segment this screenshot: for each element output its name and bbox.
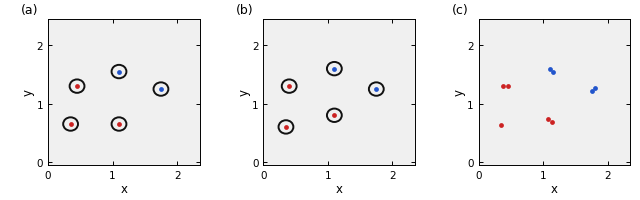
Point xyxy=(114,71,124,74)
Point xyxy=(545,68,555,71)
Point xyxy=(114,123,124,126)
Point xyxy=(496,124,506,127)
Point xyxy=(502,85,513,88)
Text: (b): (b) xyxy=(236,4,253,17)
Point xyxy=(590,87,600,91)
X-axis label: x: x xyxy=(120,183,127,195)
Text: (c): (c) xyxy=(451,4,468,17)
Y-axis label: y: y xyxy=(453,89,466,96)
Point xyxy=(498,85,508,88)
Point xyxy=(371,88,381,91)
Point xyxy=(156,88,166,91)
Point xyxy=(548,71,558,74)
Point xyxy=(329,114,339,117)
Point xyxy=(281,126,291,129)
Point xyxy=(586,90,596,93)
Y-axis label: y: y xyxy=(22,89,35,96)
Text: (a): (a) xyxy=(20,4,38,17)
Point xyxy=(329,68,339,71)
Y-axis label: y: y xyxy=(237,89,250,96)
Point xyxy=(65,123,76,126)
X-axis label: x: x xyxy=(551,183,558,195)
X-axis label: x: x xyxy=(336,183,342,195)
Point xyxy=(547,121,557,124)
Point xyxy=(72,85,82,88)
Point xyxy=(284,85,294,88)
Point xyxy=(543,118,553,121)
